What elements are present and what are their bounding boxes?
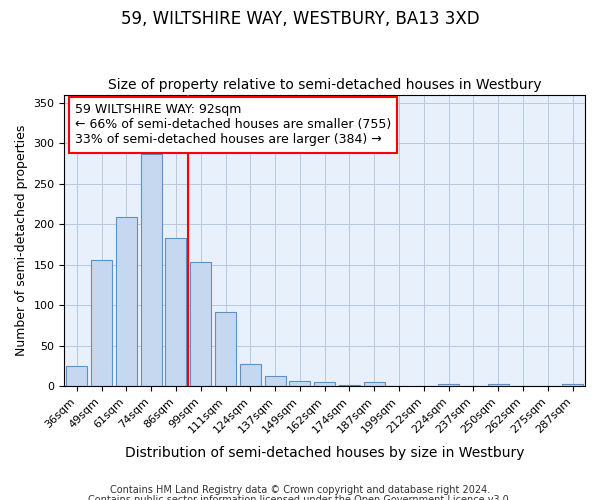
X-axis label: Distribution of semi-detached houses by size in Westbury: Distribution of semi-detached houses by … bbox=[125, 446, 524, 460]
Bar bbox=[289, 382, 310, 386]
Bar bbox=[140, 154, 162, 386]
Title: Size of property relative to semi-detached houses in Westbury: Size of property relative to semi-detach… bbox=[108, 78, 542, 92]
Bar bbox=[265, 376, 286, 386]
Bar bbox=[116, 217, 137, 386]
Bar bbox=[364, 382, 385, 386]
Bar bbox=[190, 262, 211, 386]
Text: 59, WILTSHIRE WAY, WESTBURY, BA13 3XD: 59, WILTSHIRE WAY, WESTBURY, BA13 3XD bbox=[121, 10, 479, 28]
Text: 59 WILTSHIRE WAY: 92sqm
← 66% of semi-detached houses are smaller (755)
33% of s: 59 WILTSHIRE WAY: 92sqm ← 66% of semi-de… bbox=[75, 104, 391, 146]
Bar bbox=[562, 384, 583, 386]
Bar bbox=[215, 312, 236, 386]
Bar bbox=[66, 366, 88, 386]
Bar bbox=[438, 384, 459, 386]
Bar bbox=[91, 260, 112, 386]
Bar bbox=[166, 238, 187, 386]
Text: Contains HM Land Registry data © Crown copyright and database right 2024.: Contains HM Land Registry data © Crown c… bbox=[110, 485, 490, 495]
Bar bbox=[488, 384, 509, 386]
Text: Contains public sector information licensed under the Open Government Licence v3: Contains public sector information licen… bbox=[88, 495, 512, 500]
Y-axis label: Number of semi-detached properties: Number of semi-detached properties bbox=[15, 124, 28, 356]
Bar bbox=[240, 364, 261, 386]
Bar bbox=[314, 382, 335, 386]
